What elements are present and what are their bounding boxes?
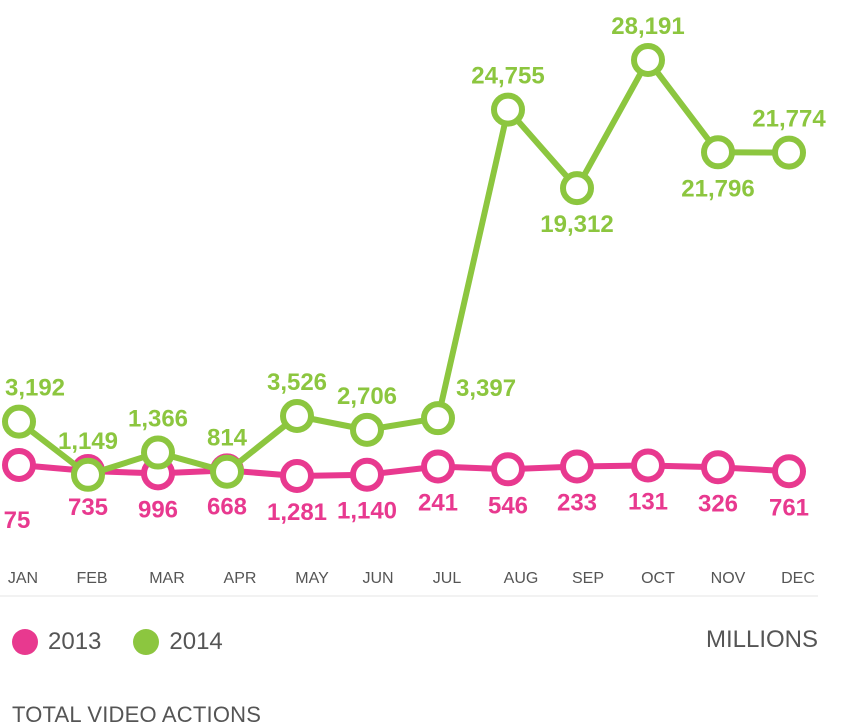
series-2013: [2, 448, 806, 493]
data-label-2013-feb: 735: [68, 494, 108, 521]
series-2014: [2, 43, 806, 492]
data-label-2013-oct: 131: [628, 489, 668, 516]
x-tick-label-aug: AUG: [504, 570, 539, 587]
data-point-2014-jun: [350, 412, 384, 447]
data-label-2013-jul: 241: [418, 490, 458, 517]
legend-label-2014: 2014: [169, 628, 223, 655]
x-tick-label-dec: DEC: [781, 570, 815, 587]
x-tick-label-mar: MAR: [149, 570, 185, 587]
data-point-2014-aug: [491, 92, 525, 127]
data-label-2014-oct: 28,191: [611, 13, 684, 40]
data-point-2014-may: [280, 399, 314, 433]
data-label-2013-dec: 761: [769, 494, 809, 521]
data-point-2013-jul: [421, 449, 455, 484]
data-label-2013-aug: 546: [488, 492, 528, 519]
data-point-2013-dec: [772, 454, 806, 489]
data-point-2014-oct: [631, 43, 665, 77]
data-label-2014-aug: 24,755: [471, 63, 544, 90]
data-point-2014-feb: [71, 457, 105, 492]
data-point-2014-mar: [141, 435, 175, 470]
x-tick-label-nov: NOV: [711, 570, 746, 587]
data-point-2014-jul: [421, 401, 455, 436]
data-label-2013-mar: 996: [138, 496, 178, 523]
data-point-2014-jan: [2, 404, 36, 439]
data-label-2014-mar: 1,366: [128, 406, 188, 433]
series-line-2013: [18, 462, 790, 479]
data-point-2013-jun: [350, 457, 384, 492]
x-axis: JAN FEB MAR APR MAY JUN JUL AUG SEP OCT NOV DEC: [8, 570, 815, 587]
chart: 75 735 996 668 1,281 1,140 241 546 233 131 326 761 …: [0, 13, 826, 597]
data-point-2013-jan: [2, 448, 36, 482]
data-label-2013-nov: 326: [698, 490, 738, 517]
data-point-2014-nov: [701, 135, 735, 170]
x-tick-label-jan: JAN: [8, 570, 38, 587]
chart-title: TOTAL VIDEO ACTIONS: [12, 702, 262, 727]
data-point-2014-dec: [772, 135, 806, 170]
legend-item-2014: 2014: [133, 628, 223, 656]
data-label-2014-jun: 2,706: [337, 383, 397, 410]
data-label-2013-apr: 668: [207, 493, 247, 520]
data-label-2013-sep: 233: [557, 489, 597, 516]
data-label-2013-jun: 1,140: [337, 498, 397, 525]
data-label-2014-jan: 3,192: [5, 375, 65, 402]
data-label-2014-feb: 1,149: [58, 428, 118, 455]
x-tick-label-sep: SEP: [572, 570, 604, 587]
x-tick-label-jul: JUL: [433, 570, 462, 587]
x-tick-label-feb: FEB: [76, 570, 107, 587]
legend-swatch-2013: [12, 629, 38, 655]
legend: 2013 2014: [12, 622, 255, 662]
data-label-2014-dec: 21,774: [752, 106, 826, 133]
data-label-2013-may: 1,281: [267, 499, 327, 526]
data-point-2013-nov: [701, 450, 735, 485]
x-tick-label-apr: APR: [224, 570, 257, 587]
data-point-2014-sep: [560, 171, 594, 206]
labels-2014: 3,192 1,149 1,366 814 3,526 2,706 3,397 24,755 1…: [5, 13, 826, 455]
data-point-2013-aug: [491, 452, 525, 487]
labels-2013: 75 735 996 668 1,281 1,140 241 546 233 131 326 761: [4, 489, 809, 534]
legend-swatch-2014: [133, 629, 160, 655]
data-point-2013-oct: [631, 448, 665, 483]
data-point-2014-apr: [210, 454, 244, 489]
data-label-2014-sep: 19,312: [540, 211, 613, 238]
data-label-2014-may: 3,526: [267, 369, 327, 396]
data-label-2013-jan: 75: [4, 507, 31, 534]
units-label: MILLIONS: [705, 626, 818, 653]
x-tick-label-oct: OCT: [641, 570, 675, 587]
data-label-2014-jul: 3,397: [456, 375, 516, 402]
data-label-2014-apr: 814: [207, 425, 248, 452]
legend-item-2013: 2013: [12, 628, 101, 656]
x-tick-label-jun: JUN: [362, 570, 393, 587]
data-point-2013-may: [280, 459, 314, 493]
data-label-2014-nov: 21,796: [681, 175, 754, 202]
data-point-2013-sep: [560, 449, 594, 484]
legend-label-2013: 2013: [48, 628, 102, 655]
x-tick-label-may: MAY: [295, 570, 329, 587]
